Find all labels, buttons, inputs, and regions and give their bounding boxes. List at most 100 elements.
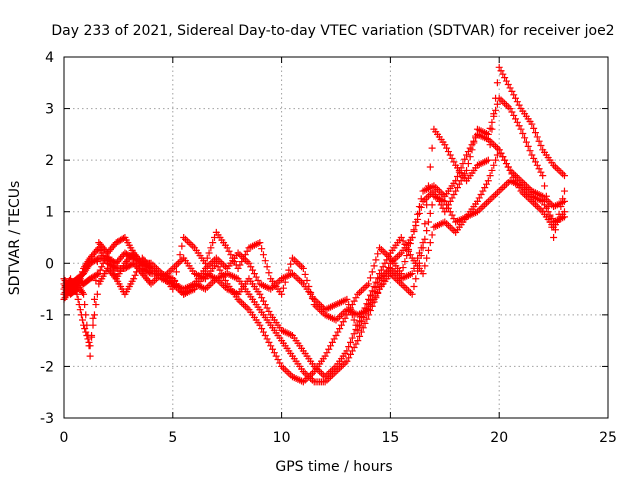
data-point xyxy=(423,227,431,235)
data-point xyxy=(263,304,271,312)
data-point xyxy=(151,263,159,271)
data-point xyxy=(345,354,353,362)
data-point xyxy=(178,256,186,264)
data-point xyxy=(178,242,186,250)
data-point xyxy=(408,290,416,298)
data-point xyxy=(412,221,420,229)
data-point xyxy=(294,275,302,283)
series-E xyxy=(60,94,568,360)
data-point xyxy=(352,340,360,348)
data-point xyxy=(205,249,213,257)
data-point xyxy=(328,366,336,374)
data-point xyxy=(497,149,505,157)
data-point xyxy=(555,166,563,174)
data-point xyxy=(524,184,532,192)
data-point xyxy=(350,330,358,338)
data-point xyxy=(276,359,284,367)
data-point xyxy=(325,369,333,377)
data-point xyxy=(437,201,445,209)
data-point xyxy=(415,209,423,217)
data-point xyxy=(106,258,114,266)
data-point xyxy=(102,247,110,255)
data-point xyxy=(508,87,516,95)
data-point xyxy=(183,237,191,245)
data-point xyxy=(78,289,86,297)
data-point xyxy=(347,350,355,358)
data-point xyxy=(521,191,529,199)
data-point xyxy=(499,184,507,192)
data-point xyxy=(475,194,483,202)
data-point xyxy=(249,266,257,274)
data-point xyxy=(395,251,403,259)
data-point xyxy=(443,220,451,228)
data-point xyxy=(506,105,514,113)
data-point xyxy=(214,256,222,264)
x-tick-label: 10 xyxy=(273,430,291,446)
data-point xyxy=(301,369,309,377)
data-point xyxy=(90,311,98,319)
data-point xyxy=(401,283,409,291)
data-point xyxy=(236,261,244,269)
data-point xyxy=(488,125,496,133)
data-point xyxy=(484,130,492,138)
data-point xyxy=(93,270,101,278)
data-point xyxy=(551,163,559,171)
data-point xyxy=(189,282,197,290)
data-point xyxy=(403,285,411,293)
data-point xyxy=(515,175,523,183)
data-point xyxy=(515,101,523,109)
data-point xyxy=(368,268,376,276)
data-point xyxy=(553,165,561,173)
data-point xyxy=(450,227,458,235)
data-point xyxy=(466,153,474,161)
data-point xyxy=(356,332,364,340)
data-point xyxy=(506,166,514,174)
data-point xyxy=(363,315,371,323)
data-point xyxy=(341,359,349,367)
y-tick-label: -2 xyxy=(40,359,54,375)
data-point xyxy=(401,258,409,266)
data-point xyxy=(317,369,325,377)
data-point xyxy=(354,326,362,334)
y-tick-label: 4 xyxy=(45,50,54,66)
data-point xyxy=(421,196,429,204)
data-point xyxy=(522,138,530,146)
data-point xyxy=(363,282,371,290)
data-point xyxy=(495,146,503,154)
data-point xyxy=(212,254,220,262)
data-point xyxy=(446,223,454,231)
data-point xyxy=(488,166,496,174)
y-tick-label: 1 xyxy=(45,205,54,221)
data-point xyxy=(247,263,255,271)
data-point xyxy=(254,276,262,284)
data-point xyxy=(290,256,298,264)
data-point xyxy=(424,182,432,190)
data-point xyxy=(350,316,358,324)
data-point xyxy=(557,203,565,211)
data-point xyxy=(406,251,414,259)
data-point xyxy=(428,144,436,152)
data-point xyxy=(270,349,278,357)
data-point xyxy=(332,331,340,339)
data-point xyxy=(92,301,100,309)
data-point xyxy=(220,261,228,269)
data-point xyxy=(241,302,249,310)
data-point xyxy=(483,199,491,207)
data-point xyxy=(207,280,215,288)
data-point xyxy=(305,282,313,290)
data-point xyxy=(307,371,315,379)
data-point xyxy=(238,258,246,266)
data-point xyxy=(361,319,369,327)
data-point xyxy=(541,182,549,190)
data-point xyxy=(325,345,333,353)
data-point xyxy=(327,342,335,350)
data-point xyxy=(263,263,271,271)
data-point xyxy=(450,158,458,166)
data-point xyxy=(285,266,293,274)
data-point xyxy=(522,182,530,190)
data-point xyxy=(377,246,385,254)
data-point xyxy=(417,244,425,252)
data-point xyxy=(238,299,246,307)
data-point xyxy=(510,91,518,99)
data-point xyxy=(259,297,267,305)
